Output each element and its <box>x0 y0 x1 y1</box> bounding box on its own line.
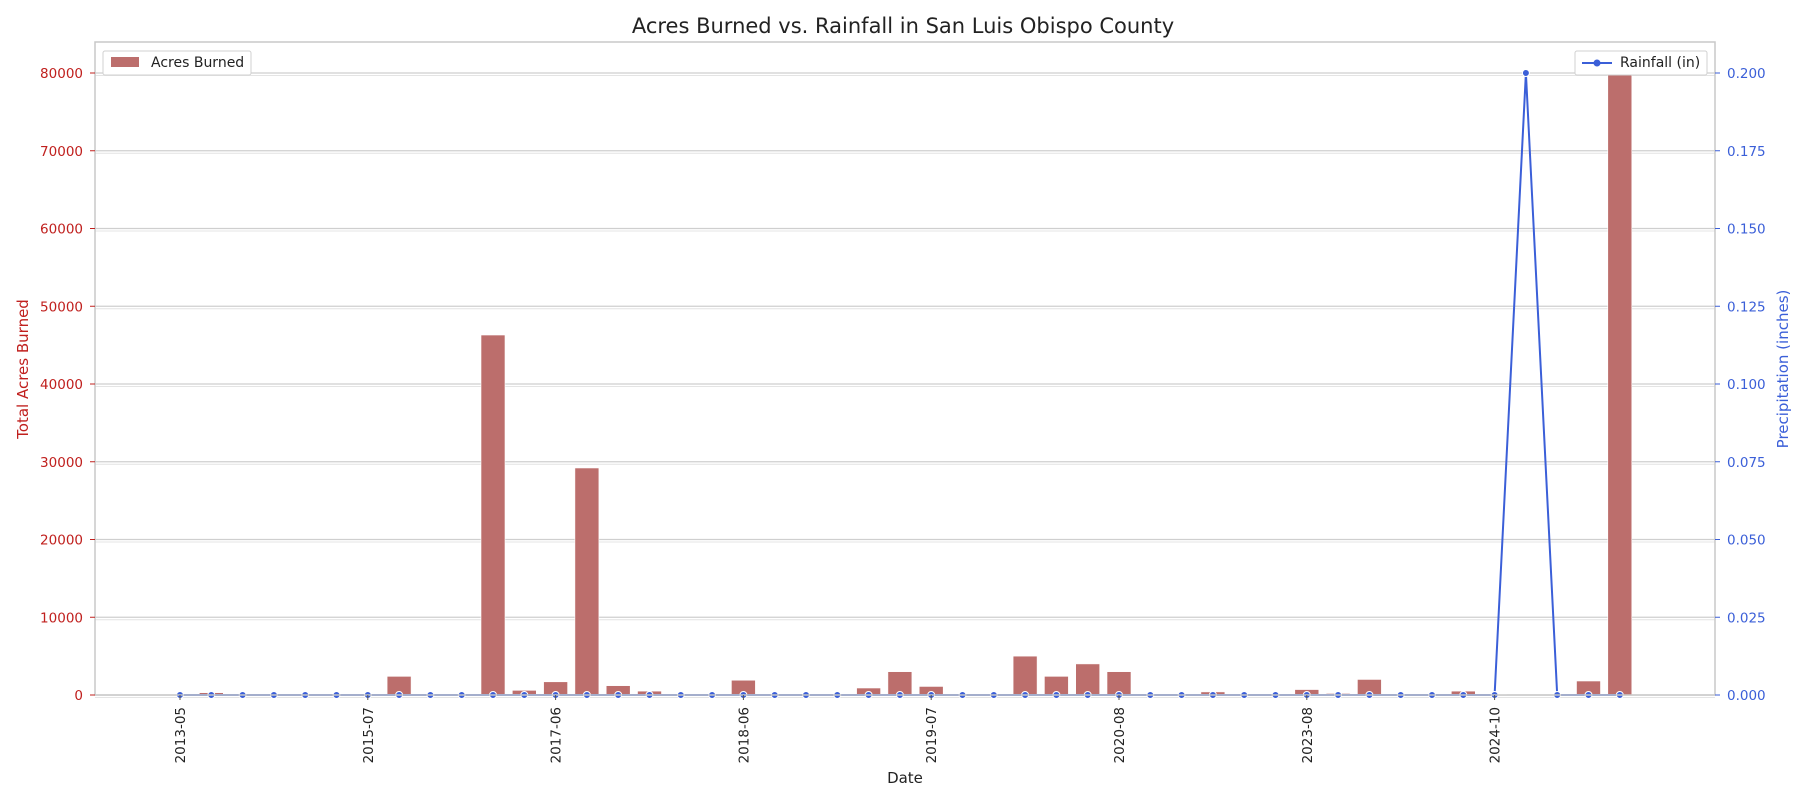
x-tick-label: 2015-07 <box>361 707 377 763</box>
left-tick-label: 30000 <box>40 455 83 471</box>
x-tick-label: 2020-08 <box>1112 707 1128 763</box>
rainfall-point <box>1521 69 1530 77</box>
left-tick-label: 20000 <box>40 533 83 549</box>
left-tick-label: 70000 <box>40 144 83 160</box>
plot-frame <box>94 41 1716 696</box>
chart-title: Acres Burned vs. Rainfall in San Luis Ob… <box>632 14 1174 38</box>
legend-bar-swatch <box>111 57 139 67</box>
left-axis-label: Total Acres Burned <box>14 299 32 440</box>
legend-rainfall: Rainfall (in) <box>1574 50 1708 76</box>
x-tick-label: 2018-06 <box>736 707 752 763</box>
legend-frame <box>1574 50 1708 76</box>
right-tick-label: 0.075 <box>1727 455 1766 471</box>
right-tick-label: 0.125 <box>1727 299 1766 315</box>
right-tick-label: 0.000 <box>1727 688 1766 704</box>
legend-acres-burned: Acres Burned <box>102 50 252 76</box>
right-tick-label: 0.050 <box>1727 533 1766 549</box>
x-axis: 2013-05 2015-07 2017-06 2018-06 2019-07 2020-… <box>173 695 1504 763</box>
x-tick-label: 2019-07 <box>924 707 940 763</box>
left-tick-label: 0 <box>74 688 83 704</box>
legend-line-label: Rainfall (in) <box>1620 55 1700 71</box>
x-tick-label: 2017-06 <box>549 707 565 763</box>
x-tick-label: 2024-10 <box>1488 707 1504 763</box>
right-axis-label: Precipitation (inches) <box>1774 290 1792 449</box>
bar <box>1012 655 1038 696</box>
left-tick-label: 40000 <box>40 377 83 393</box>
left-tick-label: 10000 <box>40 610 83 626</box>
x-axis-label: Date <box>887 769 923 787</box>
left-tick-label: 80000 <box>40 66 83 82</box>
x-tick-label: 2023-08 <box>1300 707 1316 763</box>
bar-series <box>199 68 1633 696</box>
right-tick-label: 0.150 <box>1727 222 1766 238</box>
left-y-axis: 0 10000 20000 30000 40000 50000 60000 70000 8000… <box>40 66 95 704</box>
left-tick-label: 60000 <box>40 222 83 238</box>
legend-line-marker <box>1593 59 1601 67</box>
bar <box>574 467 600 696</box>
right-y-axis: 0.000 0.025 0.050 0.075 0.100 0.125 0.150 0.175… <box>1715 66 1766 704</box>
legend-frame <box>102 50 252 76</box>
bar <box>1075 663 1100 696</box>
grid-lines <box>95 72 1715 698</box>
right-tick-label: 0.025 <box>1727 610 1766 626</box>
right-tick-label: 0.100 <box>1727 377 1766 393</box>
bar <box>480 334 506 696</box>
right-tick-label: 0.200 <box>1727 66 1766 82</box>
bar <box>1607 68 1633 696</box>
right-tick-label: 0.175 <box>1727 144 1766 160</box>
legend-bar-label: Acres Burned <box>151 55 244 71</box>
left-tick-label: 50000 <box>40 299 83 315</box>
x-tick-label: 2013-05 <box>173 707 189 763</box>
